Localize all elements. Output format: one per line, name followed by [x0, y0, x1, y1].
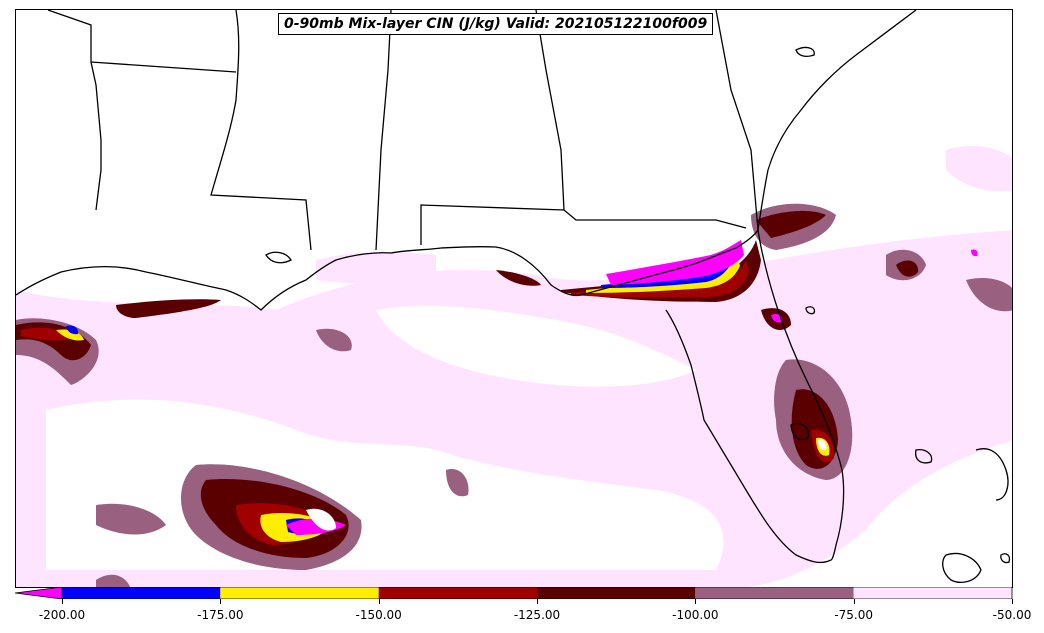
colorbar-tick-label: -175.00 — [197, 608, 244, 622]
cin-white-interiors — [306, 439, 827, 531]
colorbar-bin-4 — [695, 587, 854, 599]
cin-map — [16, 10, 1012, 587]
colorbar-tickmark — [695, 599, 697, 604]
colorbar-outline — [61, 587, 1013, 599]
colorbar-tick-label: -125.00 — [513, 608, 561, 622]
colorbar-bins — [62, 587, 1012, 599]
map-panel — [15, 9, 1013, 588]
coastline-and-state-borders — [16, 10, 1011, 583]
colorbar-tickmark — [1012, 599, 1013, 604]
colorbar-tick-label: -100.00 — [672, 608, 719, 622]
colorbar-tickmark — [537, 599, 538, 604]
colorbar-tick-label: -150.00 — [355, 608, 402, 622]
colorbar-bin-3 — [537, 587, 696, 599]
colorbar-bin-0 — [62, 587, 221, 599]
colorbar-tick-label: -75.00 — [834, 608, 873, 622]
colorbar-tickmark — [378, 599, 380, 604]
colorbar-tick-label: -50.00 — [992, 608, 1032, 622]
colorbar-tickmark — [62, 599, 63, 604]
colorbar — [15, 587, 1013, 599]
colorbar-bin-2 — [378, 587, 537, 599]
colorbar-min-arrow — [15, 587, 63, 599]
map-title: 0-90mb Mix-layer CIN (J/kg) Valid: 20210… — [278, 13, 714, 35]
colorbar-bin-1 — [220, 587, 379, 599]
colorbar-tick-label: -200.00 — [38, 608, 86, 622]
colorbar-bin-5 — [853, 587, 1012, 599]
colorbar-tickmark — [220, 599, 222, 604]
colorbar-tickmark — [853, 599, 855, 604]
